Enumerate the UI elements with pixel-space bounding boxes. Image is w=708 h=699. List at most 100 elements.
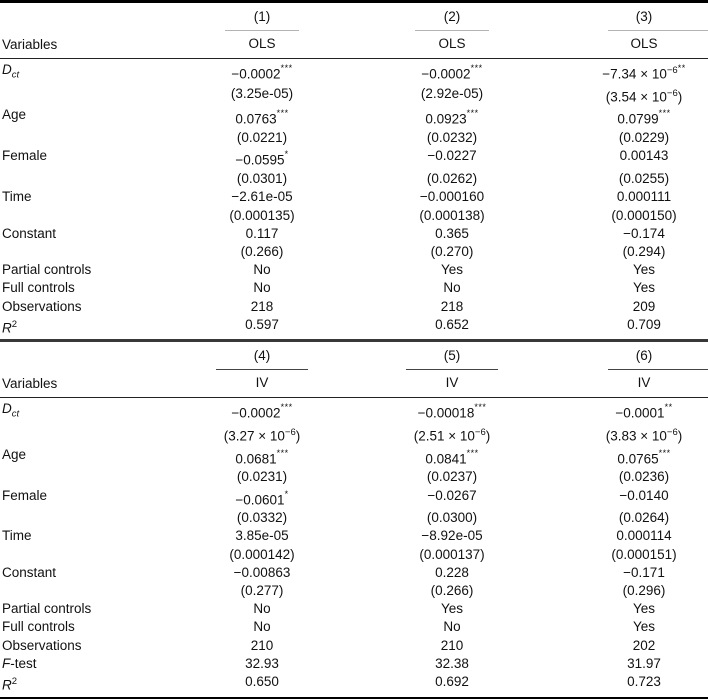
exponent: −6 [284, 426, 296, 438]
column-header-2: (2) OLS [354, 8, 550, 53]
value-cell: No [443, 280, 461, 296]
row-label: Full controls [0, 618, 170, 636]
value-cell: −0.0227 [427, 148, 477, 164]
estimate-row: Constant 0.117 0.365 −0.174 [0, 225, 708, 243]
column-number: (1) [253, 8, 271, 24]
significance-stars: *** [466, 108, 479, 119]
label-subscript: ct [11, 408, 20, 420]
value-cell: (2.92e-05) [420, 85, 484, 101]
stat-row: Partial controls No Yes Yes [0, 261, 708, 279]
row-label: Female [0, 487, 170, 510]
label-subscript: ct [11, 69, 20, 81]
se-row: (0.277) (0.266) (0.296) [0, 582, 708, 600]
value-cell: 209 [632, 298, 656, 314]
value-cell: (0.0236) [618, 469, 670, 485]
stat-row: Observations 210 210 202 [0, 637, 708, 655]
value-cell: (0.0229) [618, 130, 670, 146]
row-label-text: Female [2, 487, 48, 503]
variables-label: Variables [2, 375, 58, 391]
column-underline [406, 368, 498, 370]
significance-stars: *** [474, 402, 487, 412]
stat-row: Full controls No No Yes [0, 279, 708, 297]
column-number: (5) [443, 347, 461, 363]
row-label: R2 [0, 316, 170, 338]
variables-label: Variables [2, 36, 58, 52]
row-label-text: R [2, 320, 12, 336]
value-cell: −0.00018*** [417, 402, 487, 421]
row-label: Time [0, 527, 170, 545]
row-label-text: Female [2, 148, 48, 164]
value-cell: Yes [632, 262, 656, 278]
column-method: OLS [248, 35, 276, 51]
se-row: (0.0301) (0.0262) (0.0255) [0, 170, 708, 188]
value-cell: No [253, 262, 271, 278]
significance-stars: ** [664, 402, 673, 412]
row-label: Observations [0, 298, 170, 316]
row-label: Dct [0, 400, 170, 424]
estimate-row: Time 3.85e-05 −8.92e-05 0.000114 [0, 527, 708, 545]
value-cell: (0.0221) [236, 130, 288, 146]
value-cell: −0.171 [623, 564, 665, 580]
value-cell: −0.0140 [619, 487, 669, 503]
value-cell: 0.709 [627, 316, 661, 332]
se-row: (0.000135) (0.000138) (0.000150) [0, 207, 708, 225]
value-cell: −7.34 × 10−6** [602, 62, 686, 82]
column-header-6: (6) IV [550, 347, 708, 392]
significance-stars: *** [466, 447, 479, 458]
value-cell: (0.000151) [611, 546, 677, 562]
value-cell: −0.0002*** [231, 402, 293, 421]
significance-stars: *** [658, 447, 671, 458]
estimate-row: Dct −0.0002*** −0.00018*** −0.0001** [0, 400, 708, 424]
value-cell: −0.174 [623, 225, 665, 241]
column-underline [415, 29, 489, 31]
row-label-text: Partial controls [2, 262, 92, 278]
row-label-text: Full controls [2, 280, 75, 296]
value-cell: 0.000111 [616, 189, 672, 205]
row-label-text: Partial controls [2, 601, 92, 617]
value-cell: −0.0601* [235, 488, 289, 508]
label-superscript: 2 [11, 676, 18, 688]
row-label [0, 546, 170, 564]
row-label-text: F [2, 655, 11, 671]
column-header-1: (1) OLS [170, 8, 354, 53]
value-cell: −0.0267 [427, 487, 477, 503]
column-number: (6) [635, 347, 653, 363]
column-method: OLS [438, 35, 466, 51]
value-cell: 0.00143 [619, 148, 669, 164]
value-cell: (0.000137) [419, 546, 485, 562]
row-label-text: D [2, 401, 12, 416]
value-cell: (3.54 × 10−6) [605, 87, 683, 105]
value-cell: Yes [632, 280, 656, 296]
row-label-text: Age [2, 107, 27, 123]
row-label-text: Time [2, 189, 32, 205]
row-label: R2 [0, 673, 170, 695]
se-row: (3.25e-05) (2.92e-05) (3.54 × 10−6) [0, 85, 708, 107]
value-cell: No [443, 619, 461, 635]
value-cell: 0.0799*** [617, 108, 671, 127]
significance-stars: * [284, 488, 289, 499]
row-label [0, 243, 170, 261]
row-label: F-test [0, 655, 170, 673]
significance-stars: ** [677, 62, 686, 73]
top-rule [0, 0, 708, 3]
value-cell: (3.27 × 10−6) [223, 426, 301, 444]
se-row: (0.0231) (0.0237) (0.0236) [0, 468, 708, 486]
stat-row: F-test 32.93 32.38 31.97 [0, 655, 708, 673]
label-superscript: 2 [11, 318, 18, 330]
value-cell: 0.597 [245, 316, 279, 332]
value-cell: 0.0681*** [235, 447, 289, 467]
row-label [0, 207, 170, 225]
value-cell: 0.0763*** [235, 108, 289, 127]
significance-stars: *** [280, 402, 293, 412]
value-cell: (0.266) [430, 583, 474, 599]
row-label-text: Observations [2, 637, 82, 653]
value-cell: No [253, 619, 271, 635]
value-cell: −2.61e-05 [231, 189, 293, 205]
value-cell: 0.117 [245, 225, 279, 241]
se-row: (0.0221) (0.0232) (0.0229) [0, 129, 708, 147]
se-row: (0.000142) (0.000137) (0.000151) [0, 546, 708, 564]
column-method: IV [255, 374, 269, 390]
value-cell: 31.97 [627, 655, 661, 671]
column-number: (3) [635, 8, 653, 24]
estimate-row: Dct −0.0002*** −0.0002*** −7.34 × 10−6** [0, 61, 708, 85]
